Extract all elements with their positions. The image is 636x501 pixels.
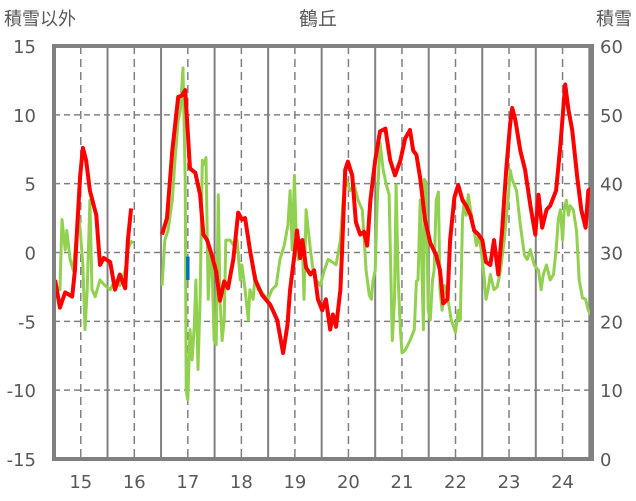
plot-frame <box>52 44 594 461</box>
left-tick-label: 15 <box>13 37 36 58</box>
right-tick-label: 0 <box>600 450 611 471</box>
right-tick-label: 60 <box>600 37 623 58</box>
right-tick-label: 30 <box>600 244 623 265</box>
right-tick-label: 20 <box>600 312 623 333</box>
series-green-line <box>54 198 135 332</box>
x-tick-label: 21 <box>391 472 414 493</box>
right-tick-label: 50 <box>600 106 623 127</box>
x-tick-label: 22 <box>444 472 467 493</box>
chart-title: 鶴丘 <box>299 8 337 30</box>
x-tick-label: 15 <box>69 472 92 493</box>
x-tick-label: 18 <box>230 472 253 493</box>
x-tick-label: 23 <box>498 472 521 493</box>
left-tick-label: 5 <box>25 175 36 196</box>
left-axis-label: 積雪以外 <box>4 9 76 30</box>
x-tick-label: 24 <box>551 472 574 493</box>
left-tick-label: -15 <box>7 450 36 471</box>
left-tick-label: -10 <box>7 381 36 402</box>
x-tick-label: 16 <box>123 472 146 493</box>
left-tick-label: 10 <box>13 106 36 127</box>
x-tick-label: 20 <box>337 472 360 493</box>
series-green-line <box>160 66 592 402</box>
x-tick-label: 17 <box>176 472 199 493</box>
series-red-line <box>160 82 594 355</box>
right-tick-label: 10 <box>600 381 623 402</box>
left-tick-label: -5 <box>18 312 36 333</box>
left-tick-label: 0 <box>25 244 36 265</box>
right-tick-label: 40 <box>600 175 623 196</box>
x-tick-label: 19 <box>283 472 306 493</box>
series-red-line <box>53 145 134 310</box>
right-axis-label: 積雪 <box>596 9 632 30</box>
